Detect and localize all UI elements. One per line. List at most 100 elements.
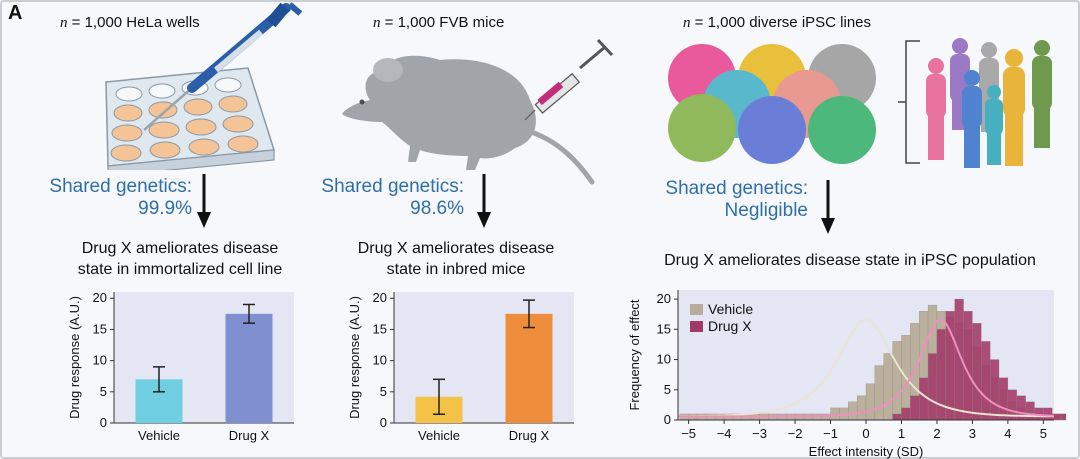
hist-bin-drug-x: [910, 395, 920, 421]
hela-y-tick-label: 0: [100, 415, 107, 430]
syringe: [524, 38, 614, 121]
hist-x-tick-label: 5: [1040, 426, 1047, 441]
ipsc-conclusion: Drug X ameliorates disease state in iPSC…: [630, 250, 1070, 271]
hela-bar-drug-x: [225, 313, 273, 423]
hela-n-text: = 1,000 HeLa wells: [67, 14, 200, 31]
person-blue: [962, 70, 982, 168]
hist-bin-drug-x: [998, 377, 1009, 421]
hela-genetics-value: 99.9%: [138, 198, 192, 219]
hela-y-tick-label: 15: [93, 321, 107, 336]
hist-fit-curve-vehicle: [678, 318, 1054, 418]
hist-x-tick-label: 3: [969, 426, 976, 441]
hela-x-tick-label: Drug X: [229, 428, 270, 443]
person-gold: [1003, 49, 1025, 166]
hist-bin-vehicle: [874, 365, 884, 421]
mice-shared-genetics: Shared genetics: 98.6%: [292, 176, 464, 220]
mice-down-arrow-icon: [477, 174, 491, 228]
hist-x-axis-label: Effect intensity (SD): [809, 444, 924, 459]
bracket: [898, 40, 920, 164]
ipsc-conclusion-line1: Drug X ameliorates disease state in iPSC…: [664, 252, 1036, 269]
hist-bin-drug-x: [1025, 401, 1035, 421]
mouse-ear: [373, 58, 403, 82]
hist-y-tick-label: 20: [657, 291, 671, 306]
hela-n-label: n = 1,000 HeLa wells: [60, 14, 200, 32]
hist-y-axis-label: Frequency of effect: [627, 299, 642, 410]
ipsc-down-arrow-icon: [821, 180, 835, 234]
mice-y-tick-label: 10: [373, 353, 387, 368]
mice-bar-chart: 0 5 10 15 20 Vehicle Drug X Drug response (A.U.…: [347, 290, 574, 443]
hist-bin-drug-x: [981, 341, 991, 421]
hist-bin-drug-x: [990, 359, 1000, 421]
hist-y-tick-label: 15: [657, 321, 671, 336]
mouse-body: [342, 55, 536, 170]
mice-y-tick-label: 0: [380, 415, 387, 430]
ipsc-genetics-title: Shared genetics:: [665, 178, 808, 199]
hist-bin-vehicle: [830, 407, 840, 421]
hist-bin-drug-x: [1043, 407, 1053, 421]
hela-x-tick-label: Vehicle: [138, 428, 180, 443]
hela-y-axis-label: Drug response (A.U.): [67, 296, 82, 419]
person-olive: [1032, 40, 1052, 148]
diverse-people-illustration: [926, 38, 1052, 168]
plate-side: [107, 149, 275, 170]
hist-legend-swatch-vehicle: [690, 304, 703, 315]
mice-bar-drug-x: [505, 313, 553, 423]
hist-bin-drug-x: [1060, 413, 1066, 421]
mice-y-tick-label: 20: [373, 290, 387, 305]
hist-x-tick-label: 4: [1004, 426, 1011, 441]
ipsc-shared-genetics: Shared genetics: Negligible: [636, 178, 808, 222]
hela-genetics-title: Shared genetics:: [49, 176, 192, 197]
sphere-green: [668, 94, 736, 162]
mouse-eye: [359, 99, 365, 105]
well-plate-pipette-illustration: [105, 2, 303, 170]
mouse-tail: [522, 127, 595, 185]
mice-genetics-title: Shared genetics:: [321, 176, 464, 197]
ipsc-genetics-value: Negligible: [724, 200, 808, 221]
mice-y-tick-label: 5: [380, 384, 387, 399]
mice-x-tick-label: Vehicle: [418, 428, 460, 443]
hist-bin-vehicle: [883, 353, 893, 421]
sphere-emerald: [808, 96, 876, 164]
pipette: [143, 2, 303, 131]
hist-x-tick-label: −2: [788, 426, 803, 441]
hela-y-tick-label: 20: [93, 290, 107, 305]
hist-legend-label-vehicle: Vehicle: [708, 301, 753, 317]
hist-y-tick-label: 10: [657, 352, 671, 367]
ipsc-histogram-chart: 0 5 10 15 20 −5 −4 −3 −2 −1 0 1 2 3 4 5 Effect intensity…: [627, 290, 1066, 459]
sphere-blue: [738, 96, 806, 164]
mice-n-symbol: n: [373, 15, 381, 31]
hela-n-symbol: n: [60, 15, 68, 31]
mice-x-tick-label: Drug X: [509, 428, 550, 443]
ipsc-n-text: = 1,000 diverse iPSC lines: [690, 14, 872, 31]
mice-y-axis-label: Drug response (A.U.): [347, 296, 362, 419]
mice-genetics-value: 98.6%: [410, 198, 464, 219]
hist-fit-curve-drug-x: [678, 318, 1054, 418]
ipsc-n-symbol: n: [683, 15, 691, 31]
panel-label: A: [8, 2, 23, 24]
hist-legend-label-drug-x: Drug X: [708, 318, 752, 334]
hist-y-tick-label: 0: [664, 412, 671, 427]
hela-down-arrow-icon: [197, 174, 211, 228]
hist-bin-vehicle: [848, 401, 858, 421]
hist-bin-vehicle: [892, 341, 902, 421]
mice-n-label: n = 1,000 FVB mice: [373, 14, 504, 32]
hela-conclusion-line1: Drug X ameliorates disease: [81, 240, 279, 257]
hist-x-tick-label: −3: [752, 426, 767, 441]
hela-y-tick-label: 5: [100, 384, 107, 399]
hist-x-tick-label: −5: [681, 426, 696, 441]
mice-conclusion-line1: Drug X ameliorates disease: [357, 240, 555, 257]
ipsc-n-label: n = 1,000 diverse iPSC lines: [683, 14, 871, 32]
mice-y-tick-label: 15: [373, 321, 387, 336]
hist-y-tick-label: 5: [664, 382, 671, 397]
hist-x-tick-label: −1: [823, 426, 838, 441]
hela-bar-chart: 0 5 10 15 20 Vehicle Drug X Drug response (A.U.…: [67, 290, 294, 443]
hist-x-tick-label: −4: [717, 426, 732, 441]
hist-bin-drug-x: [901, 407, 911, 421]
hist-x-tick-label: 2: [933, 426, 940, 441]
hist-legend-swatch-drug-x: [690, 321, 703, 332]
hist-bin-vehicle: [856, 395, 867, 421]
mice-n-text: = 1,000 FVB mice: [380, 14, 505, 31]
mice-conclusion: Drug X ameliorates disease state in inbr…: [336, 238, 576, 280]
hist-bin-drug-x: [892, 413, 902, 421]
hist-x-tick-label: 0: [862, 426, 869, 441]
